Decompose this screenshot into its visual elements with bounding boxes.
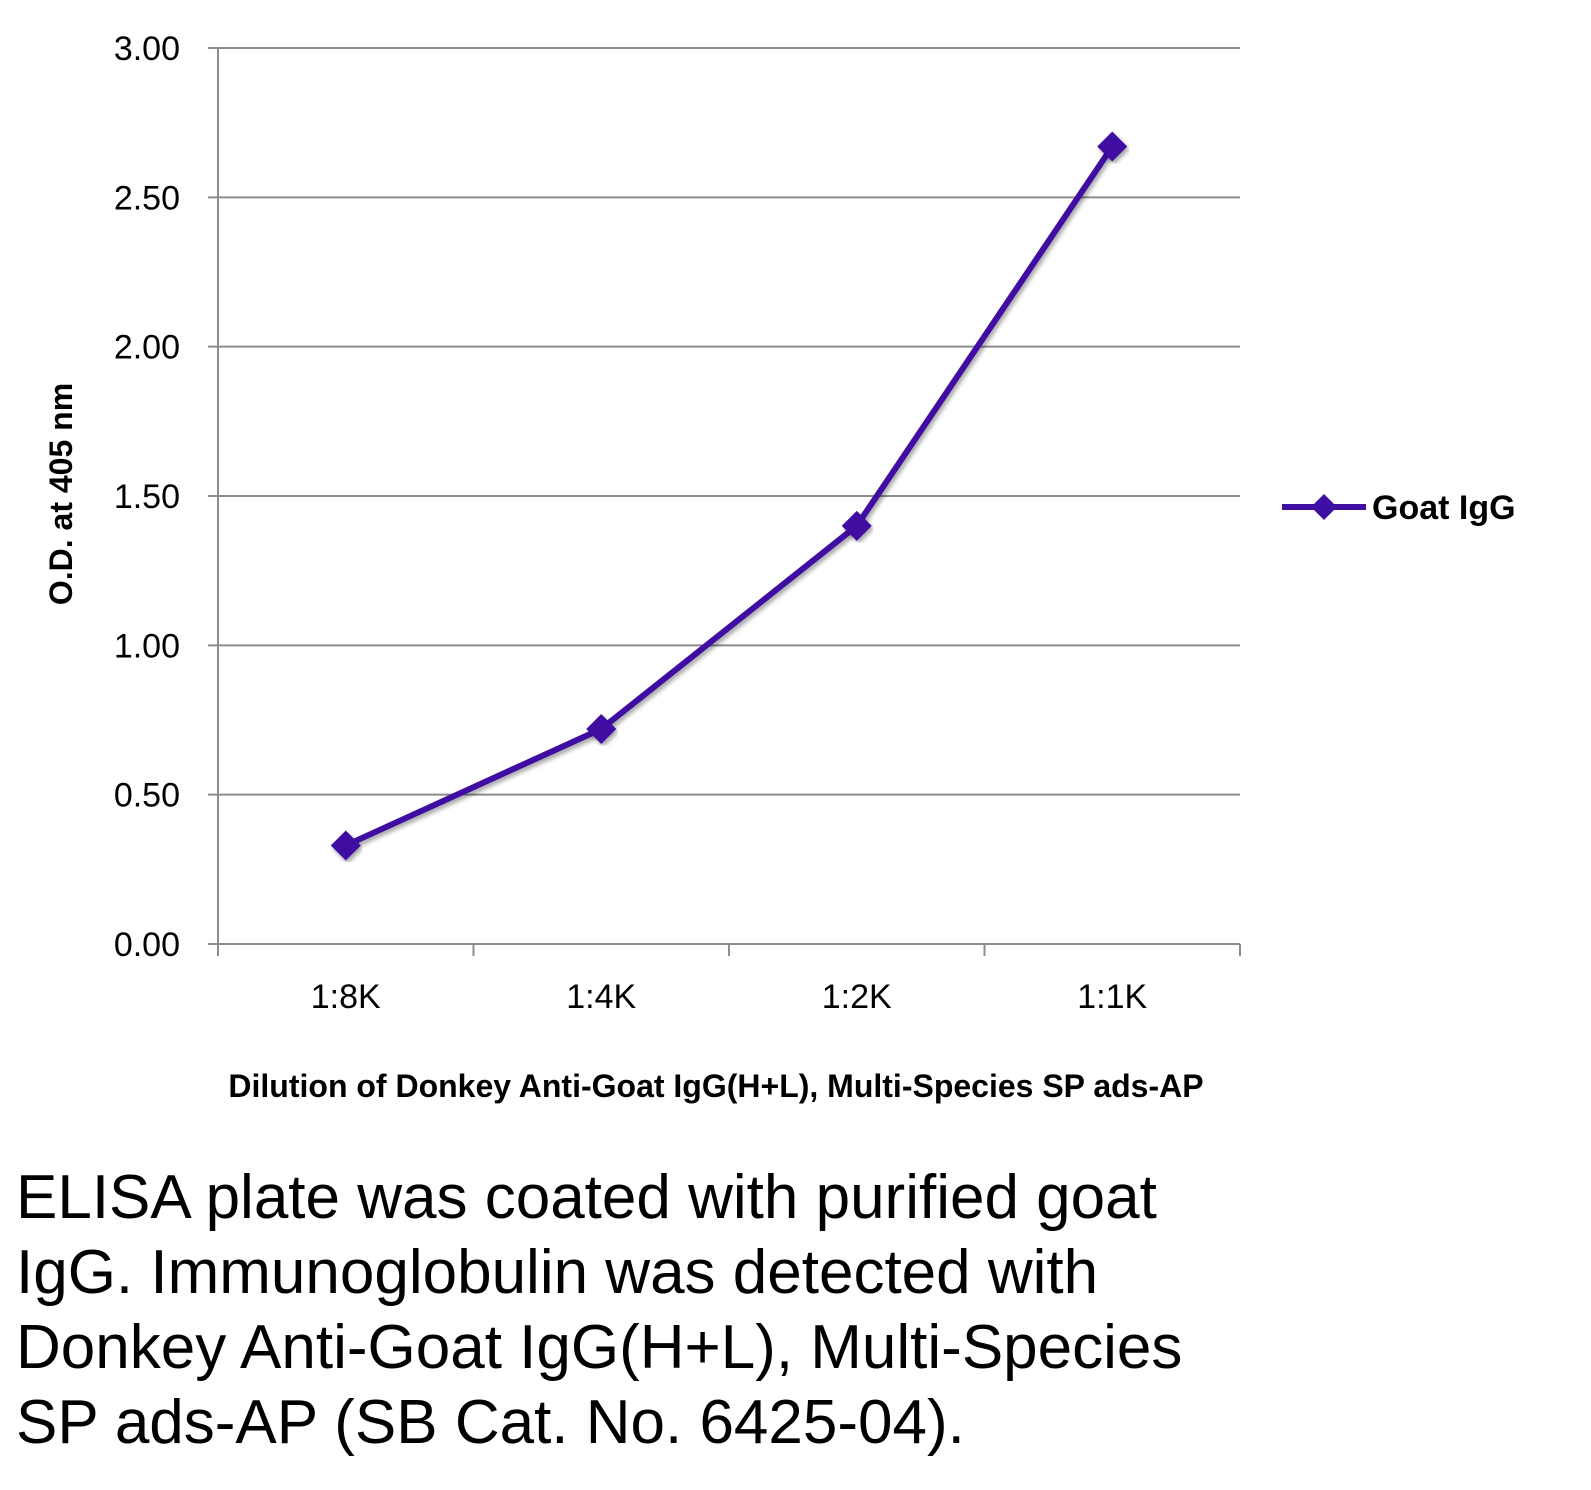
y-tick-label: 2.00 — [114, 329, 180, 367]
y-tick-label: 1.00 — [114, 627, 180, 665]
y-axis-title: O.D. at 405 nm — [43, 383, 79, 605]
elisa-line-chart: 0.00 0.50 1.00 1.50 2.00 2.50 3.00 1:8K 1:4K 1:2… — [43, 30, 1516, 1104]
legend-marker-diamond-icon — [1311, 494, 1337, 520]
x-tick-label: 1:1K — [1077, 978, 1147, 1016]
y-tick-label: 2.50 — [114, 179, 180, 217]
caption-line: ELISA plate was coated with purified goa… — [16, 1163, 1157, 1232]
y-tick-label: 1.50 — [114, 478, 180, 516]
data-point-diamond — [1097, 131, 1128, 162]
data-point-diamond — [586, 713, 617, 744]
x-tick-label: 1:4K — [566, 978, 636, 1016]
legend: Goat IgG — [1282, 489, 1516, 527]
gridlines — [208, 47, 1240, 796]
y-tick-label: 0.00 — [114, 926, 180, 964]
caption-line: SP ads-AP (SB Cat. No. 6425-04). — [16, 1388, 965, 1457]
y-tick-labels: 0.00 0.50 1.00 1.50 2.00 2.50 3.00 — [114, 30, 180, 964]
series-line — [344, 144, 1115, 849]
legend-label: Goat IgG — [1372, 489, 1516, 527]
y-tick-label: 3.00 — [114, 30, 180, 68]
data-point-diamond — [841, 510, 872, 541]
series-goat-igg — [330, 131, 1128, 861]
x-tick-labels: 1:8K 1:4K 1:2K 1:1K — [311, 978, 1148, 1016]
caption-line: Donkey Anti-Goat IgG(H+L), Multi-Species — [16, 1313, 1183, 1382]
axes — [208, 48, 1241, 956]
x-tick-label: 1:2K — [822, 978, 892, 1016]
x-tick-label: 1:8K — [311, 978, 381, 1016]
caption-line: IgG. Immunoglobulin was detected with — [16, 1238, 1099, 1307]
data-point-diamond — [330, 830, 361, 861]
y-tick-label: 0.50 — [114, 777, 180, 815]
figure-caption: ELISA plate was coated with purified goa… — [16, 1160, 1576, 1460]
x-axis-title: Dilution of Donkey Anti-Goat IgG(H+L), M… — [228, 1068, 1203, 1104]
